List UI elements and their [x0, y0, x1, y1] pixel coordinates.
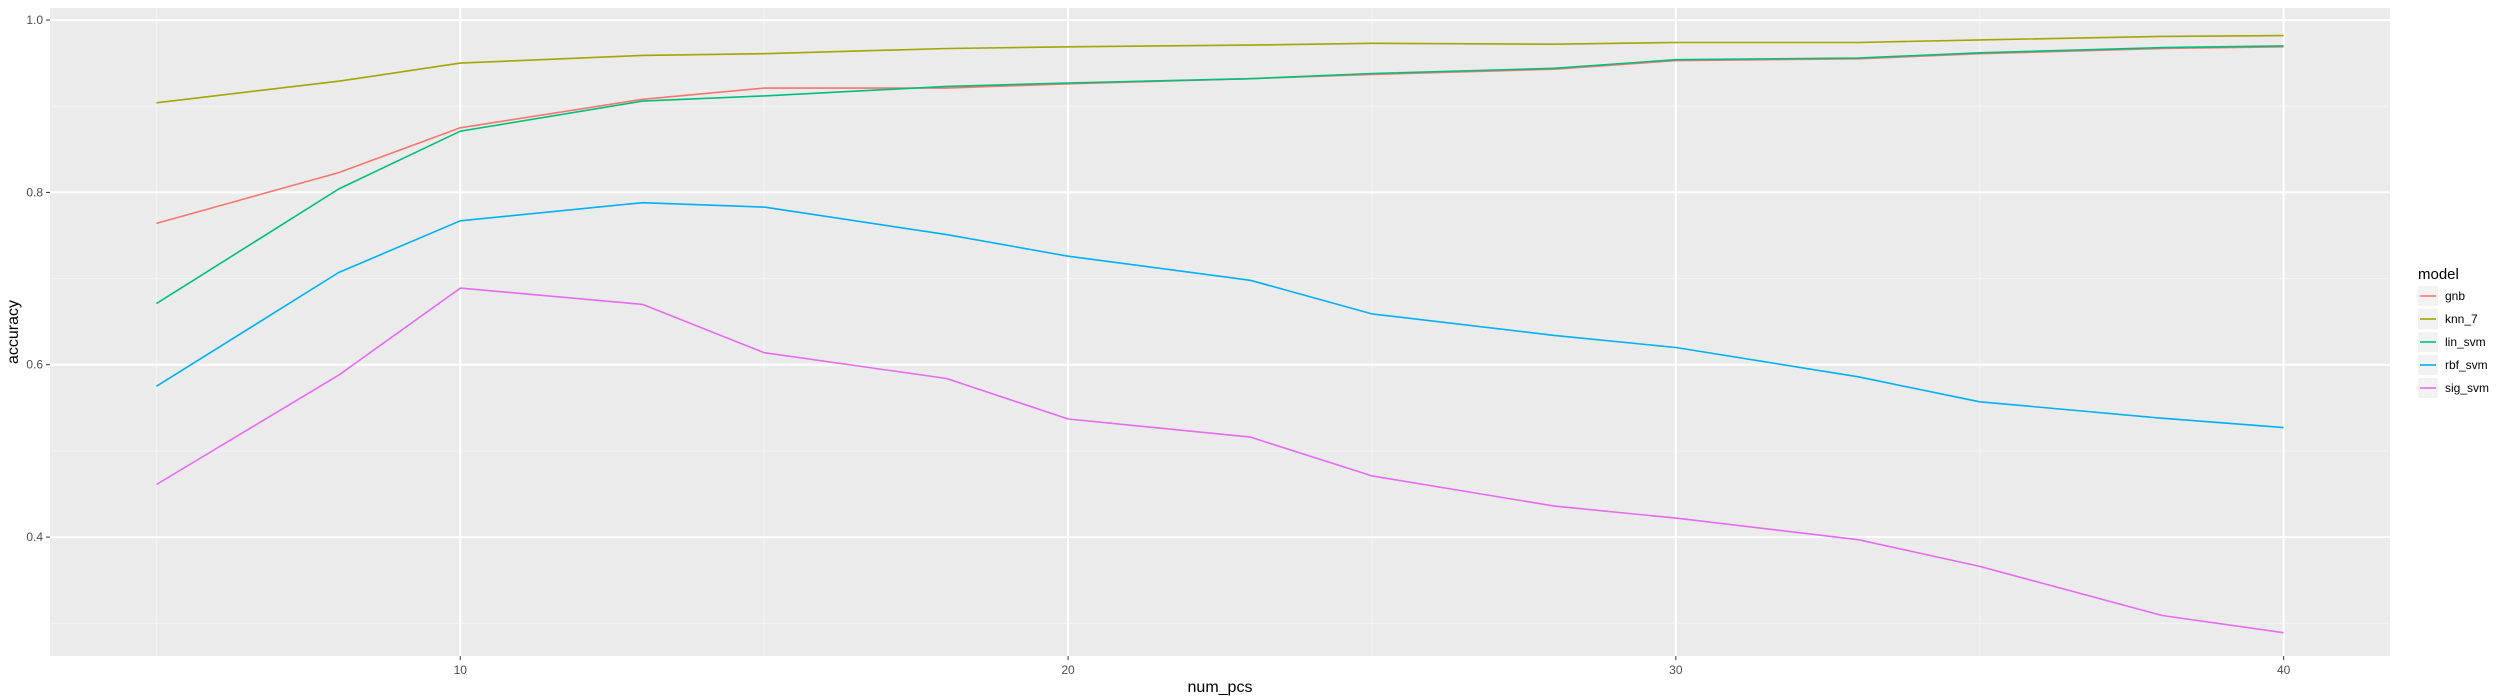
y-tick-label: 0.8 [26, 185, 43, 199]
y-axis-title: accuracy [5, 300, 22, 364]
series-lines [155, 34, 2284, 634]
plot-panel [50, 8, 2390, 656]
x-tick-label: 30 [1669, 663, 1683, 677]
axis-ticks: 10 20 30 40 0.4 0.6 0.8 1.0 [26, 13, 2290, 677]
legend-title: model [2418, 266, 2459, 283]
grid [50, 8, 2390, 656]
series-line-lin_svm [155, 45, 2284, 305]
legend-label-sig_svm: sig_svm [2445, 381, 2489, 395]
legend-label-gnb: gnb [2445, 289, 2465, 303]
x-tick-label: 40 [2277, 663, 2291, 677]
legend-label-rbf_svm: rbf_svm [2445, 358, 2488, 372]
y-tick-label: 1.0 [26, 13, 43, 27]
legend-label-knn_7: knn_7 [2445, 312, 2478, 326]
legend: model gnb knn_7 lin_svm rbf_svm sig_svm [2418, 266, 2489, 398]
x-tick-label: 20 [1061, 663, 1075, 677]
series-line-sig_svm [155, 287, 2284, 634]
series-line-rbf_svm [155, 201, 2284, 429]
legend-label-lin_svm: lin_svm [2445, 335, 2486, 349]
y-tick-label: 0.6 [26, 358, 43, 372]
x-axis-title: num_pcs [1188, 679, 1253, 696]
y-tick-label: 0.4 [26, 530, 43, 544]
x-tick-label: 10 [454, 663, 468, 677]
series-line-knn_7 [156, 34, 2284, 104]
